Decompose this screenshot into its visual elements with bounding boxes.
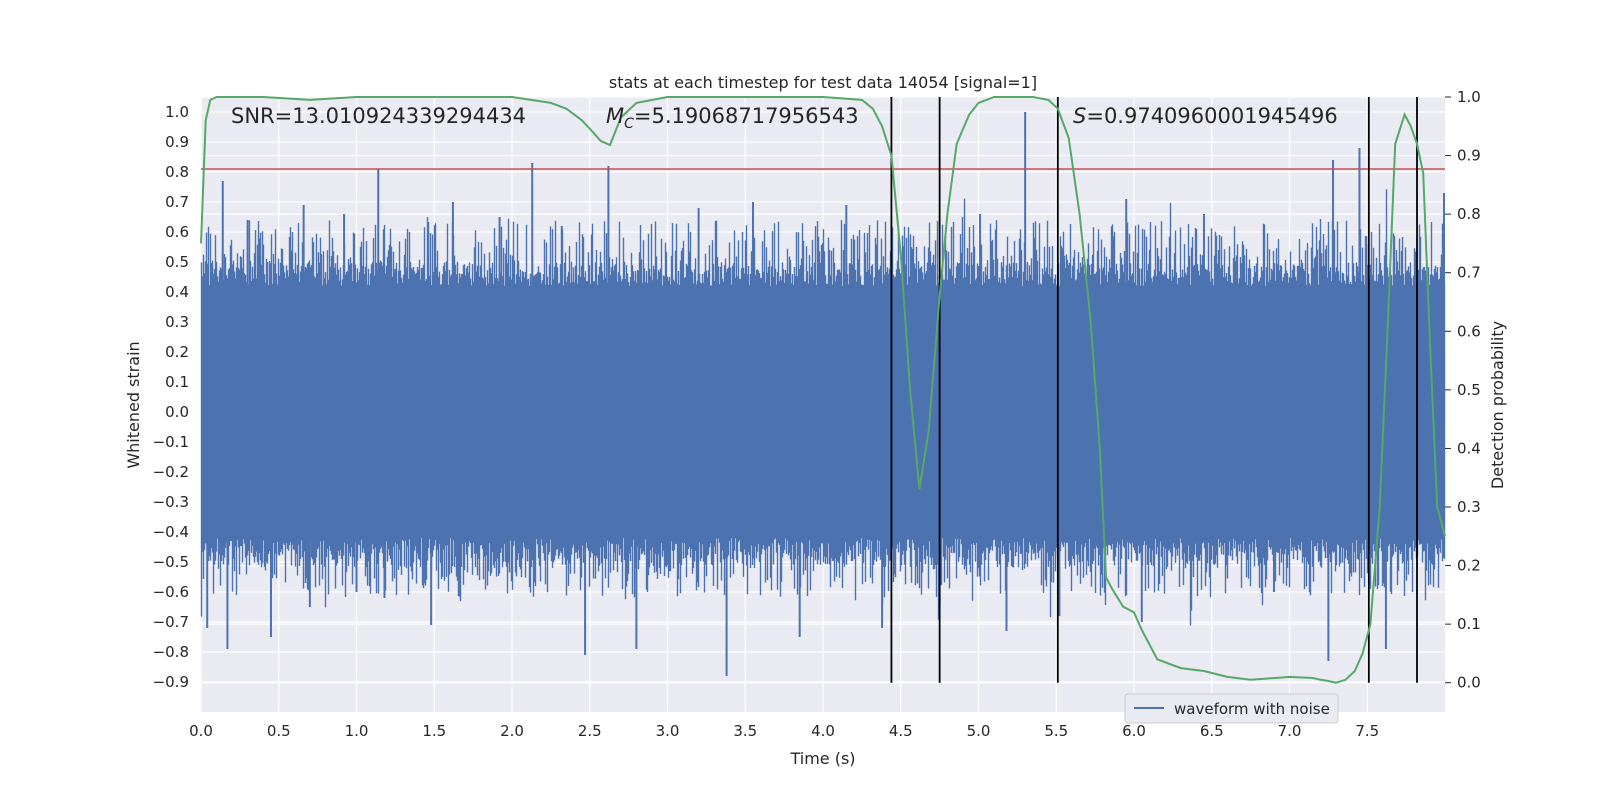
y2-tick-label: 1.0 — [1457, 88, 1481, 106]
y-tick-label: 0.7 — [165, 193, 189, 211]
x-tick-label: 6.5 — [1200, 722, 1224, 740]
strain-waveform-series — [200, 112, 1446, 676]
detection-probability-line — [200, 96, 1446, 684]
y-tick-label: −0.4 — [153, 523, 189, 541]
y-tick-label: 0.9 — [165, 133, 189, 151]
y-tick-label: −0.6 — [153, 583, 189, 601]
y-tick-label: −0.3 — [153, 493, 189, 511]
y-tick-label: 0.2 — [165, 343, 189, 361]
y2-tick-label: 0.3 — [1457, 498, 1481, 516]
x-tick-label: 4.5 — [889, 722, 913, 740]
y2-tick-label: 0.9 — [1457, 147, 1481, 165]
y-tick-label: 0.6 — [165, 223, 189, 241]
x-tick-label: 7.0 — [1278, 722, 1302, 740]
y2-tick-label: 0.1 — [1457, 615, 1481, 633]
snr-annotation: SNR=13.010924339294434 — [231, 104, 526, 128]
s-stat-value: =0.9740960001945496 — [1086, 104, 1337, 128]
x-tick-label: 7.5 — [1355, 722, 1379, 740]
x-tick-label: 5.0 — [967, 722, 991, 740]
y2-tick-label: 0.8 — [1457, 205, 1481, 223]
chirp-mass-symbol: M — [606, 104, 624, 128]
y2-tick-label: 0.0 — [1457, 674, 1481, 692]
chirp-mass-annotation: MC=5.19068717956543 — [606, 104, 859, 132]
x-tick-label: 5.5 — [1044, 722, 1068, 740]
x-axis-label: Time (s) — [789, 749, 855, 768]
legend-box — [1124, 693, 1339, 724]
y2-tick-label: 0.4 — [1457, 439, 1481, 457]
legend-label: waveform with noise — [1174, 700, 1330, 718]
x-tick-label: 1.0 — [345, 722, 369, 740]
y-tick-label: −0.1 — [153, 433, 189, 451]
y-tick-label: −0.8 — [153, 643, 189, 661]
y-axis-label: Whitened strain — [124, 341, 143, 468]
reference-lines — [201, 97, 1445, 683]
x-tick-label: 2.0 — [500, 722, 524, 740]
chirp-mass-subscript: C — [624, 116, 634, 132]
x-tick-label: 2.5 — [578, 722, 602, 740]
x-tick-label: 3.0 — [656, 722, 680, 740]
x-tick-label: 1.5 — [422, 722, 446, 740]
y2-tick-label: 0.2 — [1457, 557, 1481, 575]
y-tick-label: −0.2 — [153, 463, 189, 481]
s-stat-symbol: S — [1073, 104, 1086, 128]
detection-probability-series — [200, 96, 1446, 684]
y-tick-label: 1.0 — [165, 103, 189, 121]
y-tick-label: −0.9 — [153, 673, 189, 691]
chart-title: stats at each timestep for test data 140… — [609, 73, 1037, 92]
legend: waveform with noise — [1124, 693, 1339, 724]
x-tick-label: 0.0 — [189, 722, 213, 740]
s-stat-annotation: S=0.9740960001945496 — [1073, 104, 1338, 128]
y-tick-label: −0.5 — [153, 553, 189, 571]
y2-tick-label: 0.6 — [1457, 322, 1481, 340]
y2-tick-label: 0.5 — [1457, 381, 1481, 399]
y-tick-label: 0.3 — [165, 313, 189, 331]
y-tick-label: 0.5 — [165, 253, 189, 271]
y-tick-label: 0.8 — [165, 163, 189, 181]
y-tick-label: 0.1 — [165, 373, 189, 391]
chirp-mass-value: =5.19068717956543 — [634, 104, 859, 128]
x-tick-label: 3.5 — [733, 722, 757, 740]
y-tick-label: 0.0 — [165, 403, 189, 421]
x-tick-label: 4.0 — [811, 722, 835, 740]
x-tick-label: 6.0 — [1122, 722, 1146, 740]
x-tick-label: 0.5 — [267, 722, 291, 740]
y-tick-label: 0.4 — [165, 283, 189, 301]
y2-axis-label: Detection probability — [1488, 321, 1507, 489]
axis-ticks: 0.0 0.5 1.0 1.5 2.0 2.5 3.0 3.5 4.0 4.5 5.0 5.5 6.0 6… — [153, 88, 1481, 740]
y-tick-label: −0.7 — [153, 613, 189, 631]
y2-tick-label: 0.7 — [1457, 264, 1481, 282]
